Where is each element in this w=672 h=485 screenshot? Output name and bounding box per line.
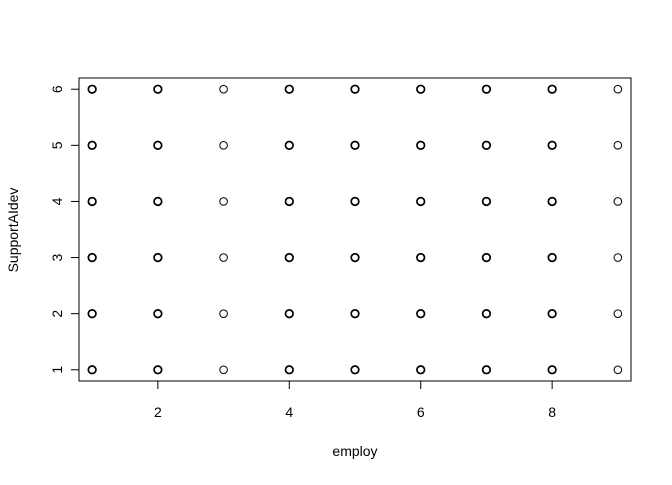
data-point	[547, 252, 557, 263]
data-point	[284, 252, 294, 263]
plot-border	[78, 77, 632, 382]
data-point	[350, 84, 360, 94]
data-point	[87, 365, 97, 375]
x-axis-label: employ	[332, 443, 377, 459]
data-point	[219, 197, 228, 206]
data-point	[416, 196, 426, 207]
data-point	[219, 253, 228, 262]
data-point	[481, 365, 492, 375]
y-tick-label: 6	[49, 85, 65, 93]
data-point	[153, 309, 163, 319]
data-point	[284, 140, 294, 150]
data-point	[547, 140, 557, 150]
data-point	[350, 252, 360, 263]
data-point	[219, 84, 228, 94]
x-axis: 2 4 6 8	[154, 380, 556, 420]
data-point	[284, 365, 294, 375]
data-point	[547, 196, 557, 207]
data-point	[481, 252, 492, 263]
data-point	[547, 309, 557, 319]
y-axis-label: SupportAIdev	[5, 188, 21, 273]
data-point	[153, 252, 163, 263]
data-point	[87, 252, 97, 263]
data-point	[416, 365, 426, 375]
data-point	[153, 365, 163, 375]
data-point	[219, 365, 228, 375]
x-tick-label: 4	[285, 404, 293, 420]
data-point	[87, 309, 97, 319]
data-point	[350, 309, 360, 319]
data-point	[416, 309, 426, 319]
data-point	[547, 84, 557, 94]
data-points	[87, 84, 623, 375]
data-point	[613, 309, 623, 318]
data-point	[284, 309, 294, 319]
data-point	[481, 196, 492, 207]
data-point	[350, 196, 360, 207]
y-tick-label: 5	[49, 141, 65, 149]
data-point	[481, 84, 492, 94]
data-point	[153, 140, 163, 150]
data-point	[87, 140, 97, 150]
data-point	[284, 84, 294, 94]
data-point	[219, 309, 228, 318]
data-point	[613, 84, 623, 94]
data-point	[87, 196, 97, 207]
data-point	[416, 140, 426, 150]
data-point	[481, 140, 492, 150]
data-point	[547, 365, 557, 375]
data-point	[416, 252, 426, 263]
data-point	[153, 196, 163, 207]
x-tick-label: 8	[548, 404, 556, 420]
y-tick-label: 4	[49, 197, 65, 205]
x-tick-label: 2	[154, 404, 162, 420]
data-point	[350, 365, 360, 375]
data-point	[481, 309, 492, 319]
y-tick-label: 1	[49, 366, 65, 374]
data-point	[613, 141, 623, 150]
data-point	[350, 140, 360, 150]
y-tick-label: 3	[49, 253, 65, 261]
data-point	[87, 84, 97, 94]
data-point	[416, 84, 426, 94]
data-point	[613, 253, 623, 262]
x-tick-label: 6	[417, 404, 425, 420]
y-axis: 1 2 3 4 5 6	[49, 85, 80, 374]
data-point	[219, 141, 228, 150]
data-point	[613, 365, 623, 375]
y-tick-label: 2	[49, 310, 65, 318]
data-point	[153, 84, 163, 94]
data-point	[284, 196, 294, 207]
data-point	[613, 197, 623, 206]
